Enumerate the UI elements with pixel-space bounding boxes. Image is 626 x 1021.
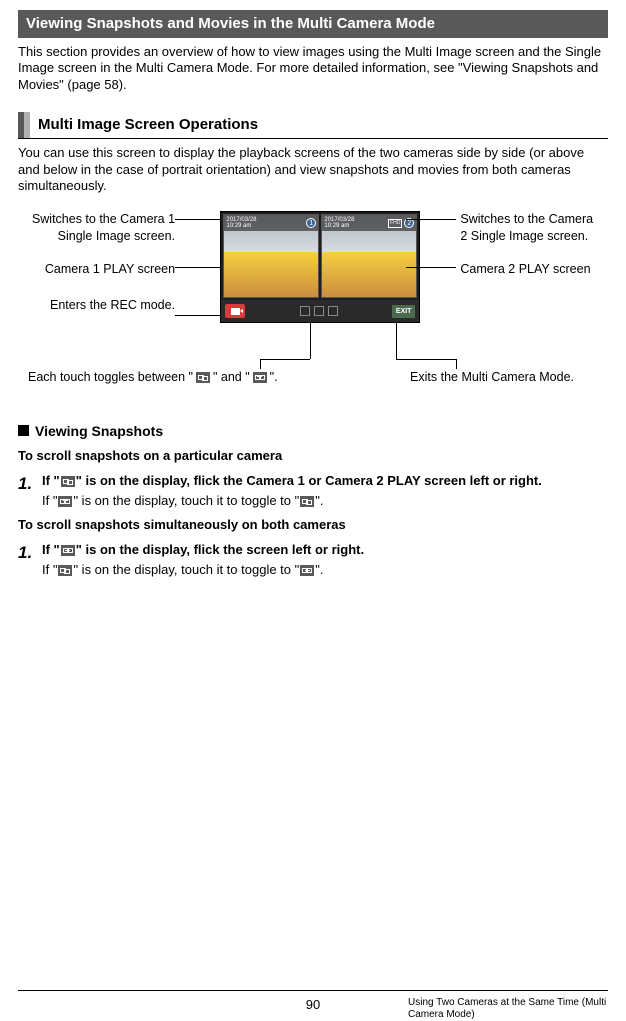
unlink-icon: [196, 372, 210, 383]
toggle-icons: [300, 306, 338, 316]
link-icon: [61, 545, 75, 556]
section-title: Multi Image Screen Operations: [38, 112, 258, 138]
cam1-pane: 2017/03/28 10:29 am 1: [223, 214, 319, 298]
label-switch-cam1: Switches to the Camera 1 Single Image sc…: [24, 211, 175, 261]
unlink-icon: [300, 496, 314, 507]
step-1a: 1. If " " is on the display, flick the Ca…: [18, 473, 608, 510]
cam1-badge: 1: [306, 218, 316, 228]
step1b-note-mid2: ".: [315, 562, 323, 577]
label-rec: Enters the REC mode.: [24, 297, 175, 323]
link-icon: [253, 372, 267, 383]
page-footer: 90 Using Two Cameras at the Same Time (M…: [18, 990, 608, 997]
link-icon: [300, 565, 314, 576]
square-bullet-icon: [18, 425, 29, 436]
cam2-pane: 2017/03/28 10:29 am FHD 2: [321, 214, 417, 298]
step1b-note-pre: If ": [42, 562, 57, 577]
cam2-timestamp: 2017/03/28 10:29 am: [324, 217, 354, 229]
title-bar: Viewing Snapshots and Movies in the Mult…: [18, 10, 608, 38]
link-icon: [58, 496, 72, 507]
step1b-note-mid1: " is on the display, touch it to toggle …: [73, 562, 299, 577]
step1b-pre: If ": [42, 542, 60, 557]
step-1a-num: 1.: [18, 473, 42, 510]
screen-bottom-bar: EXIT: [221, 300, 419, 322]
toggle-note: Each touch toggles between " " and " ".: [28, 369, 278, 385]
label-play-cam1: Camera 1 PLAY screen: [24, 261, 175, 297]
label-switch-cam2: Switches to the Camera 2 Single Image sc…: [460, 211, 602, 261]
exit-note: Exits the Multi Camera Mode.: [410, 369, 598, 385]
scroll-both-title: To scroll snapshots simultaneously on bo…: [18, 517, 608, 534]
multi-image-screen: 2017/03/28 10:29 am 1 2017/03/28 10:29 a…: [220, 211, 420, 323]
leaders-below: [220, 323, 420, 363]
rec-button-icon: [225, 304, 245, 318]
step1a-mid: " is on the display, flick the Camera 1 …: [76, 473, 542, 488]
step1a-note-mid2: ".: [315, 493, 323, 508]
intro-text: This section provides an overview of how…: [18, 44, 608, 95]
diagram: Switches to the Camera 1 Single Image sc…: [18, 211, 608, 385]
label-play-cam2: Camera 2 PLAY screen: [460, 261, 602, 277]
sub-heading: Viewing Snapshots: [18, 422, 608, 440]
cam2-fhd: FHD: [388, 219, 402, 228]
unlink-icon: [58, 565, 72, 576]
header-bar-light: [24, 112, 30, 138]
step1a-note-mid1: " is on the display, touch it to toggle …: [73, 493, 299, 508]
step1a-pre: If ": [42, 473, 60, 488]
step-1b-num: 1.: [18, 542, 42, 579]
step1b-mid: " is on the display, flick the screen le…: [76, 542, 364, 557]
step1a-note-pre: If ": [42, 493, 57, 508]
footer-text: Using Two Cameras at the Same Time (Mult…: [408, 997, 608, 1021]
section-header: Multi Image Screen Operations: [18, 112, 608, 139]
unlink-icon: [61, 476, 75, 487]
exit-button-icon: EXIT: [392, 305, 416, 318]
step-1b: 1. If " " is on the display, flick the sc…: [18, 542, 608, 579]
section-body: You can use this screen to display the p…: [18, 145, 608, 196]
cam1-timestamp: 2017/03/28 10:29 am: [226, 217, 256, 229]
sub-heading-text: Viewing Snapshots: [35, 422, 163, 440]
page-number: 90: [306, 997, 320, 1014]
scroll-particular-title: To scroll snapshots on a particular came…: [18, 448, 608, 465]
